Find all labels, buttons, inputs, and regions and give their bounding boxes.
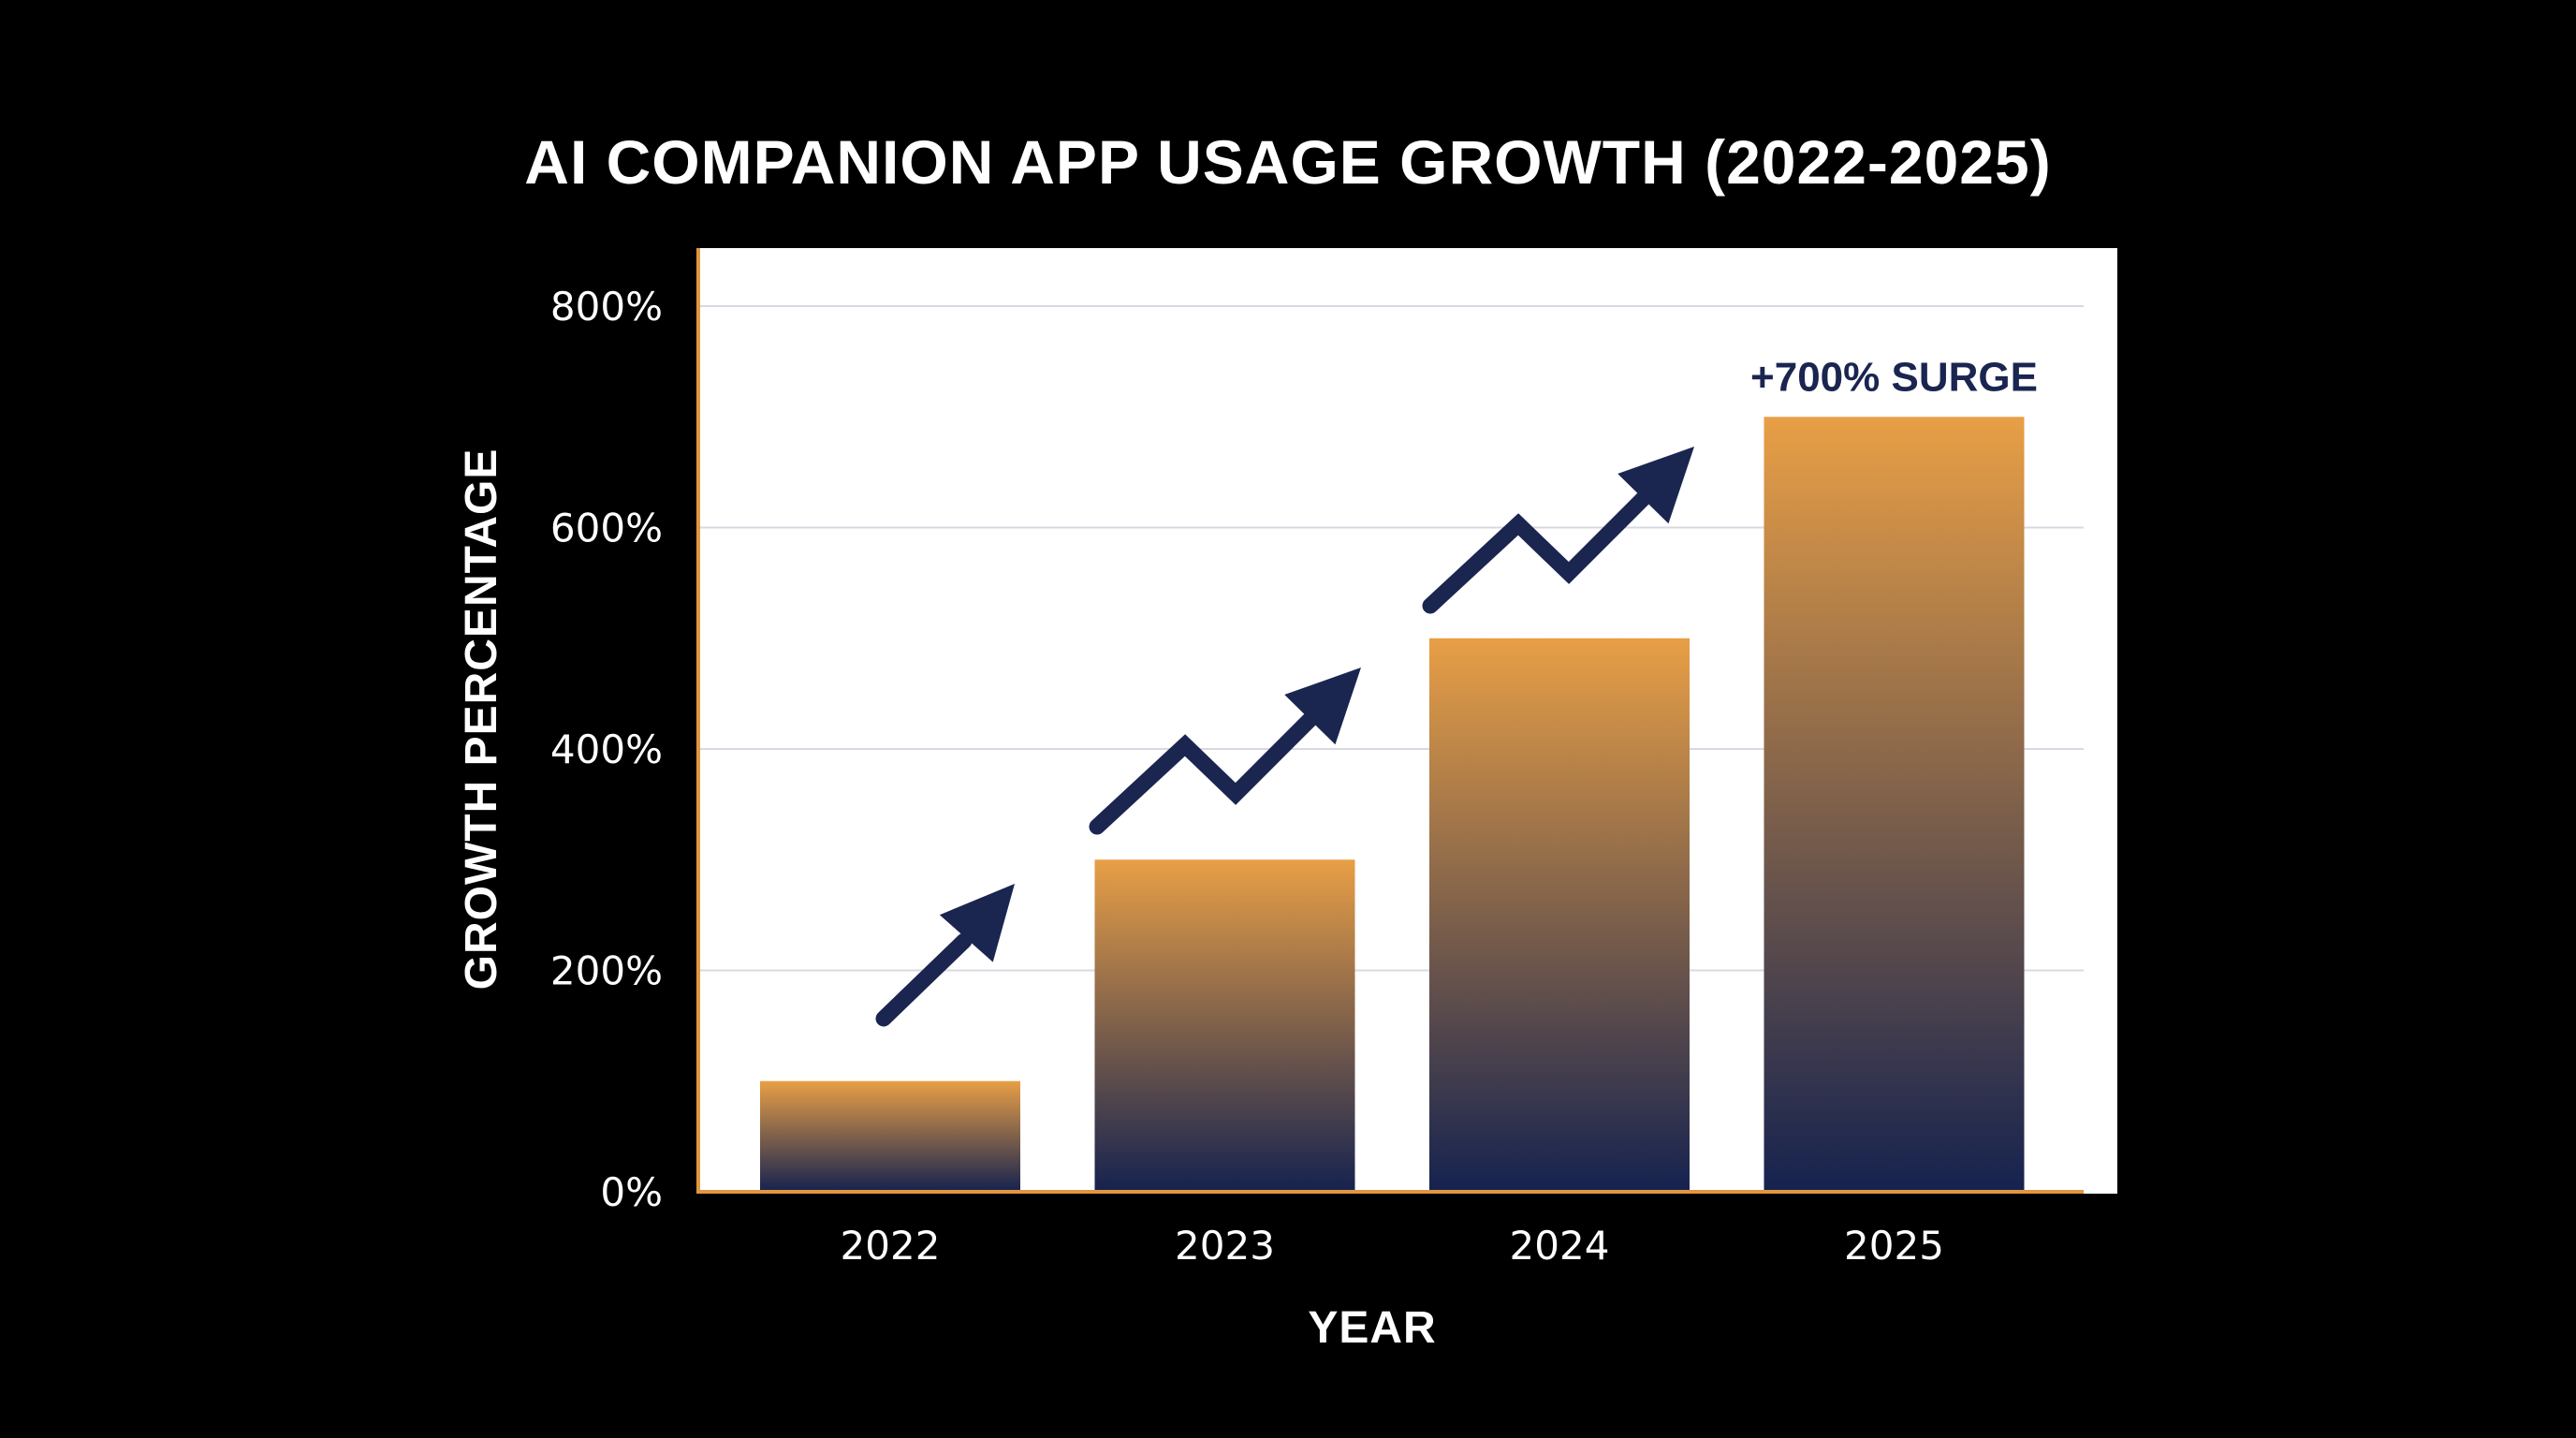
x-axis-title: YEAR xyxy=(1308,1303,1436,1353)
bar xyxy=(1429,638,1690,1192)
x-tick-label: 2022 xyxy=(841,1223,941,1269)
y-axis-title: GROWTH PERCENTAGE xyxy=(457,448,506,990)
bar xyxy=(1094,859,1355,1192)
y-tick-label: 0% xyxy=(600,1169,663,1215)
annotations: +700% SURGE xyxy=(1750,354,2038,400)
x-tick-label: 2025 xyxy=(1844,1223,1944,1269)
trend-arrow-zigzag-icon xyxy=(1422,447,1694,614)
x-tick-label: 2023 xyxy=(1175,1223,1275,1269)
x-tick-labels: 2022 2023 2024 2025 xyxy=(841,1223,1944,1269)
annotation-label: +700% SURGE xyxy=(1750,354,2038,400)
y-tick-label: 400% xyxy=(550,726,663,772)
bar xyxy=(1764,417,2025,1192)
y-tick-label: 200% xyxy=(550,948,663,994)
x-tick-label: 2024 xyxy=(1510,1223,1610,1269)
y-tick-label: 800% xyxy=(550,284,663,330)
trend-arrow-zigzag-icon xyxy=(1089,668,1361,835)
bars xyxy=(760,417,2025,1192)
bar xyxy=(760,1080,1020,1192)
growth-arrows xyxy=(875,447,1694,1027)
trend-arrow-straight-icon xyxy=(875,884,1015,1027)
y-tick-labels: 0% 200% 400% 600% 800% xyxy=(550,284,663,1215)
y-tick-label: 600% xyxy=(550,506,663,551)
chart-title: AI COMPANION APP USAGE GROWTH (2022-2025… xyxy=(524,127,2051,197)
